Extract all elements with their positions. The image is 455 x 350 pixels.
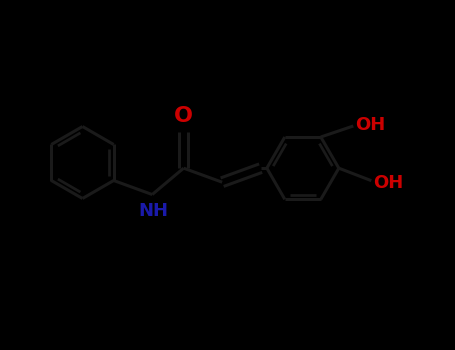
Text: NH: NH (138, 202, 168, 220)
Text: OH: OH (355, 116, 385, 134)
Text: O: O (174, 106, 193, 126)
Text: OH: OH (373, 174, 404, 192)
